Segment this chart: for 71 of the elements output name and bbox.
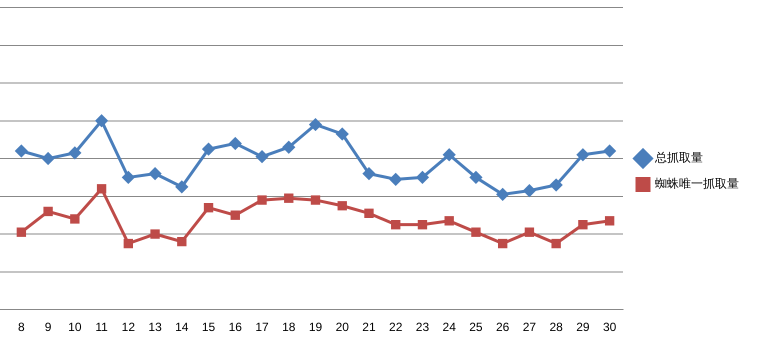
point [336, 128, 348, 140]
x-tick-label: 30 [602, 320, 617, 334]
point [70, 214, 80, 224]
x-tick-label: 16 [228, 320, 242, 334]
x-tick-label: 28 [549, 320, 564, 334]
point [124, 238, 134, 248]
x-tick-label: 27 [522, 320, 536, 334]
point [391, 220, 400, 230]
point [416, 171, 428, 184]
point [202, 143, 215, 156]
x-tick-label: 17 [255, 320, 270, 334]
point [498, 238, 508, 248]
point [362, 168, 375, 180]
point [364, 208, 374, 218]
legend-label: 总抓取量 [654, 150, 703, 165]
x-tick-label: 20 [336, 320, 350, 334]
point [15, 145, 28, 157]
point [443, 148, 456, 161]
point [418, 220, 428, 230]
point [524, 228, 534, 237]
x-tick-label: 25 [469, 320, 483, 334]
point [523, 184, 536, 197]
point [390, 173, 402, 186]
x-tick-label: 23 [416, 320, 430, 334]
point [43, 206, 53, 216]
point [444, 216, 454, 226]
point [150, 229, 160, 239]
point [310, 118, 322, 131]
x-tick-label: 14 [175, 320, 189, 334]
point [578, 220, 588, 230]
x-tick-label: 19 [308, 320, 322, 334]
point [229, 137, 242, 150]
x-tick-label: 26 [496, 320, 510, 334]
point [282, 141, 295, 154]
point [551, 238, 561, 248]
point [149, 168, 162, 180]
point [204, 202, 214, 212]
x-tick-label: 10 [68, 320, 82, 334]
x-tick-label: 21 [362, 320, 376, 334]
point [576, 148, 589, 161]
x-tick-label: 9 [44, 320, 52, 334]
point [176, 180, 188, 193]
x-tick-label: 15 [202, 320, 216, 334]
point [471, 228, 481, 237]
point [68, 146, 81, 159]
point [96, 114, 108, 127]
point [604, 216, 614, 226]
point [284, 194, 294, 203]
point [470, 171, 482, 184]
x-tick-label: 11 [95, 320, 108, 334]
point [338, 201, 347, 210]
x-tick-label: 22 [389, 320, 403, 334]
point [42, 152, 54, 165]
x-tick-label: 8 [18, 320, 26, 334]
point [257, 195, 267, 205]
point [550, 178, 562, 191]
point [604, 145, 616, 157]
x-tick-label: 13 [148, 320, 162, 334]
point [310, 195, 320, 205]
point [122, 171, 134, 184]
x-tick-label: 18 [282, 320, 296, 334]
point [496, 188, 509, 200]
point [16, 228, 26, 237]
x-tick-label: 29 [576, 320, 590, 334]
point [96, 184, 106, 194]
point [256, 150, 268, 163]
x-tick-label: 24 [442, 320, 456, 334]
point [230, 210, 240, 220]
point [177, 236, 186, 246]
x-tick-label: 12 [122, 320, 136, 334]
legend-label: 蜘蛛唯一抓取量 [655, 176, 739, 191]
